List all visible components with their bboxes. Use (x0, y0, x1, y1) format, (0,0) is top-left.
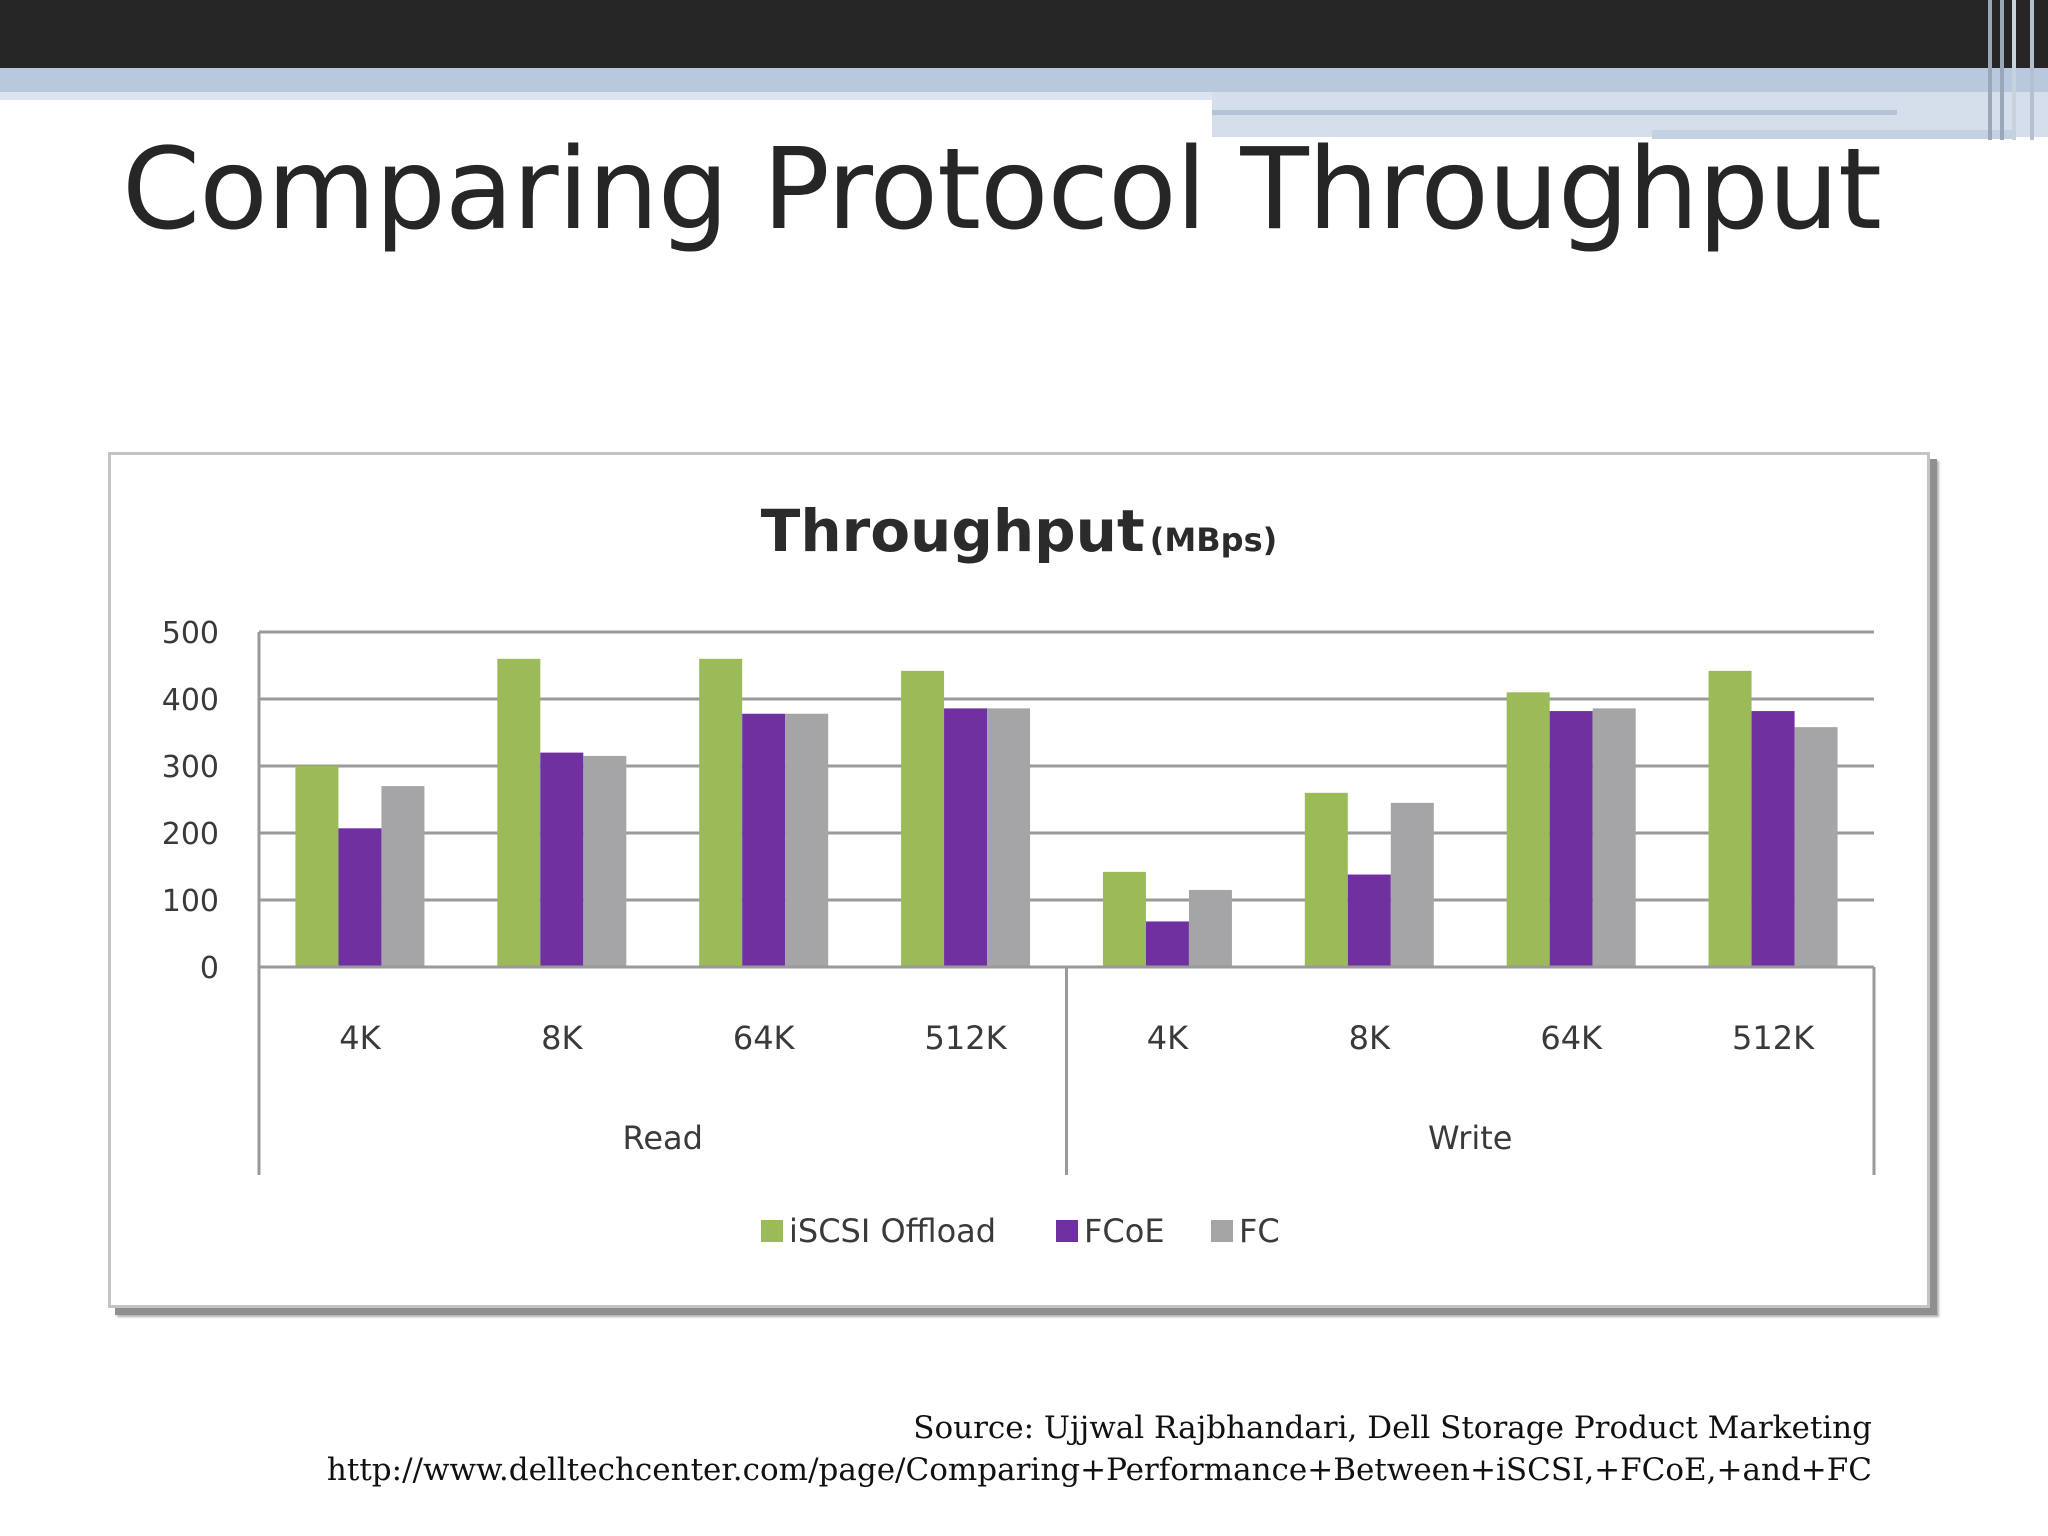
legend-swatch (1056, 1220, 1078, 1242)
bar (338, 828, 382, 967)
top-bar (0, 0, 2048, 68)
y-tick-label: 200 (162, 817, 219, 852)
group-label: Write (1428, 1119, 1512, 1157)
x-tick-label: 4K (339, 1019, 381, 1057)
legend-label: FC (1239, 1212, 1280, 1250)
bar (1751, 711, 1795, 967)
source-credit: Source: Ujjwal Rajbhandari, Dell Storage… (913, 1410, 1872, 1446)
bar (1304, 792, 1348, 967)
x-tick-label: 8K (541, 1019, 583, 1057)
bar (540, 752, 584, 967)
bar (381, 786, 425, 967)
y-tick-label: 100 (162, 884, 219, 919)
bar (987, 708, 1031, 967)
x-tick-label: 512K (925, 1019, 1008, 1057)
x-tick-label: 512K (1732, 1019, 1815, 1057)
chart-frame: Throughput (MBps) 0 100 200 300 400 500 4K 8K 64… (108, 452, 1930, 1308)
header-decor-line (2030, 0, 2034, 140)
y-tick-label: 500 (162, 616, 219, 651)
legend-label: FCoE (1084, 1212, 1165, 1250)
header-stripe (0, 92, 1212, 100)
bar (1347, 874, 1391, 967)
header-decor-line (1988, 0, 1992, 140)
bar (583, 755, 627, 967)
y-tick-label: 300 (162, 750, 219, 785)
y-tick-label: 400 (162, 683, 219, 718)
y-tick-label: 0 (200, 951, 219, 986)
bar (1102, 871, 1146, 967)
chart-title: Throughput (MBps) (111, 497, 1927, 565)
legend-swatch (1211, 1220, 1233, 1242)
header-decor-line (2012, 0, 2016, 140)
bar (1390, 802, 1434, 967)
x-tick-label: 4K (1147, 1019, 1189, 1057)
slide-title: Comparing Protocol Throughput (122, 125, 1882, 255)
chart-title-text: Throughput (760, 497, 1145, 565)
bar (1708, 670, 1752, 967)
header-stripe (1652, 130, 2012, 139)
bar (1506, 692, 1550, 967)
bar (901, 670, 945, 967)
bar (785, 713, 829, 967)
header-decor-line (2000, 0, 2004, 140)
bar (699, 658, 743, 967)
bar (1592, 708, 1636, 967)
bar (1549, 711, 1593, 967)
legend-swatch (761, 1220, 783, 1242)
bar (944, 708, 988, 967)
x-tick-label: 64K (1540, 1019, 1603, 1057)
x-tick-label: 64K (733, 1019, 796, 1057)
throughput-chart: 0 100 200 300 400 500 4K 8K 64K 512K 4K 8K 64K 512K Re… (162, 616, 1876, 1250)
bar (497, 658, 541, 967)
group-label: Read (623, 1119, 703, 1157)
source-url[interactable]: http://www.delltechcenter.com/page/Compa… (326, 1452, 1872, 1488)
header-stripe (1212, 110, 1897, 115)
bar (1188, 889, 1232, 967)
header-stripe (0, 68, 2048, 92)
chart-title-unit: (MBps) (1149, 521, 1278, 559)
legend-label: iSCSI Offload (789, 1212, 996, 1250)
bar (1794, 727, 1838, 967)
bar (742, 713, 786, 967)
x-tick-label: 8K (1349, 1019, 1391, 1057)
bar (295, 766, 339, 967)
bar (1145, 921, 1189, 967)
